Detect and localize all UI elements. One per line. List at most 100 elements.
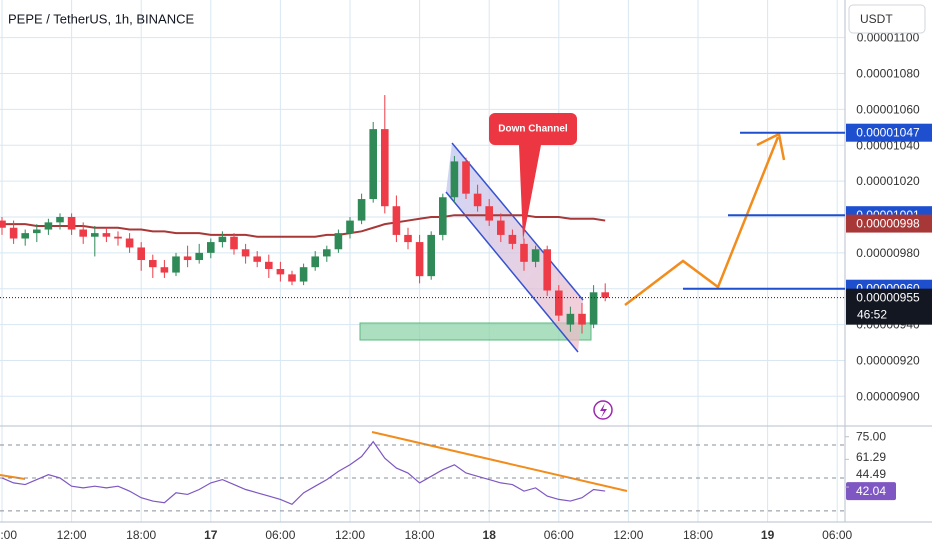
rsi-line: [1, 440, 606, 506]
channel-upper: [451, 142, 584, 301]
y-tick-label: 0.00001080: [856, 67, 920, 81]
candle-body: [485, 206, 493, 221]
candle-body: [392, 206, 401, 235]
rsi-trendline: [0, 474, 26, 480]
callout-label: Down Channel: [498, 124, 568, 135]
candle-body: [230, 236, 238, 250]
rsi-tick-label: 61.29: [856, 450, 886, 464]
candle-body: [265, 261, 273, 269]
candle-body: [369, 129, 377, 200]
candle-body: [450, 161, 459, 198]
currency-label: USDT: [860, 12, 893, 26]
candle-body: [160, 267, 169, 273]
countdown-label: 46:52: [857, 308, 887, 322]
candle-body: [91, 233, 99, 237]
support-zone: [359, 322, 592, 341]
candle-body: [508, 234, 517, 244]
candle-body: [276, 268, 285, 275]
x-tick-label: 06:00: [265, 528, 295, 542]
channel-lower: [445, 191, 579, 353]
candle-body: [44, 222, 53, 230]
candle-body: [589, 292, 598, 325]
ma-label-box: [846, 214, 932, 233]
x-tick-label: 17: [204, 528, 218, 542]
event-bolt: [600, 403, 607, 418]
candle-body: [102, 233, 111, 237]
candle-body: [497, 220, 505, 235]
x-tick-label: 06:00: [544, 528, 574, 542]
ma-label: 0.00000998: [856, 217, 920, 231]
y-tick-label: 0.00001100: [857, 31, 920, 45]
rsi-tick-label: 44.49: [856, 467, 886, 481]
currency-box: [848, 4, 926, 34]
y-tick-label: 0.00000980: [856, 246, 920, 260]
x-tick-label: 12:00: [57, 528, 87, 542]
candle-body: [381, 129, 389, 207]
x-tick-label: 06:00: [822, 528, 852, 542]
candle-body: [543, 249, 551, 291]
rsi-panel: [0, 431, 845, 512]
projection-path: [624, 136, 780, 306]
candle-body: [0, 220, 6, 228]
rsi-tick-label: 75.00: [856, 430, 886, 444]
candle-body: [114, 236, 122, 239]
candle-body: [288, 274, 296, 282]
candle-body: [299, 267, 308, 282]
projection-arrow: [756, 132, 786, 161]
candle-body: [125, 238, 134, 248]
candle-body: [427, 234, 435, 277]
candle-body: [195, 252, 203, 261]
y-tick-label: 0.00001040: [856, 138, 920, 152]
callout: [489, 113, 577, 240]
candle-body: [439, 197, 447, 235]
candle-body: [404, 234, 412, 243]
x-tick-label: 18:00: [126, 528, 156, 542]
candle-body: [137, 247, 145, 261]
candle-body: [172, 256, 180, 273]
candle-body: [218, 236, 227, 243]
y-tick-label: 0.00000900: [856, 389, 920, 403]
y-tick-label: 0.00000920: [856, 353, 920, 367]
candle-body: [9, 227, 18, 239]
last-price-box: [846, 288, 932, 325]
rsi-trendline: [371, 431, 628, 492]
candle-body: [33, 229, 41, 234]
last-price-label: 0.00000955: [856, 291, 920, 305]
candle-body: [149, 260, 157, 268]
candle-body: [415, 242, 424, 277]
overlay: Down Channel: [489, 113, 786, 420]
plot-area: [0, 95, 609, 353]
x-tick-label: 12:00: [613, 528, 643, 542]
candle-body: [334, 233, 343, 250]
x-tick-label: 18: [483, 528, 497, 542]
candle-body: [21, 233, 29, 239]
x-tick-label: 19: [761, 528, 775, 542]
rsi-value-label: 42.04: [856, 484, 886, 498]
y-tick-label: 0.00001060: [856, 102, 920, 116]
candle-body: [601, 292, 609, 298]
x-tick-label: 06:00: [0, 528, 17, 542]
candle-body: [346, 220, 354, 234]
candle-body: [79, 229, 87, 237]
candle-body: [323, 249, 331, 257]
candle-body: [357, 199, 366, 221]
x-tick-label: 18:00: [405, 528, 435, 542]
rsi-value-box: [846, 482, 896, 501]
candle-body: [566, 313, 575, 325]
candle-body: [56, 216, 64, 223]
moving-average: [2, 214, 606, 238]
level-label: 0.00001047: [856, 126, 920, 140]
candle-body: [253, 256, 261, 262]
candle-body: [531, 249, 540, 262]
candle-body: [207, 242, 215, 253]
candle-body: [183, 256, 192, 261]
level-label-box: [846, 123, 932, 142]
x-tick-label: 18:00: [683, 528, 713, 542]
y-tick-label: 0.00001020: [856, 174, 920, 188]
candle-body: [311, 256, 319, 268]
candle-body: [241, 249, 250, 257]
x-tick-label: 12:00: [335, 528, 365, 542]
candle-body: [555, 290, 563, 316]
